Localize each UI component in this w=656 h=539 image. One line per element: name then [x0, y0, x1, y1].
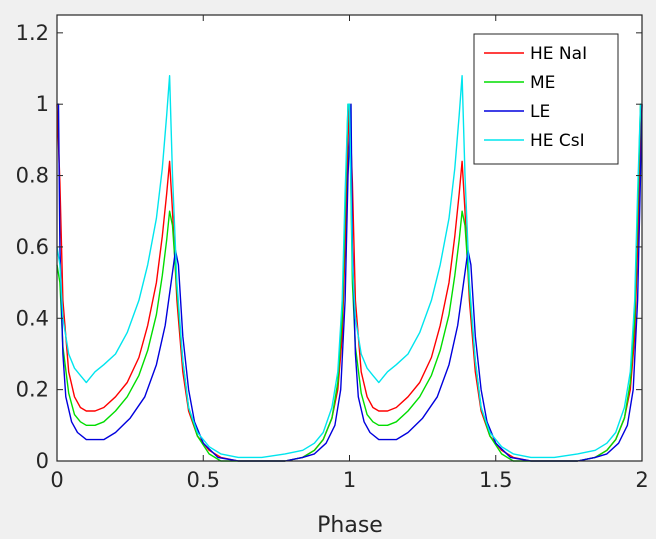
legend-box: [473, 33, 619, 165]
x-tick-label: 0: [50, 468, 63, 492]
y-tick-label: 0: [36, 449, 49, 473]
y-axis: 0 0.2 0.4 0.6 0.8 1 1.2: [16, 21, 642, 473]
x-tick-label: 1.5: [479, 468, 512, 492]
x-tick-label: 1: [343, 468, 356, 492]
series-layer: [56, 75, 643, 462]
legend-label: HE NaI: [530, 44, 587, 64]
x-tick-label: 0.5: [187, 468, 220, 492]
y-tick-label: 0.4: [16, 306, 49, 330]
x-axis: 0 0.5 1 1.5 2: [50, 15, 649, 492]
legend-entries: HE NaI ME LE HE CsI: [484, 44, 587, 151]
y-tick-label: 0.8: [16, 164, 49, 188]
y-tick-label: 1.2: [16, 21, 49, 45]
x-tick-label: 2: [635, 468, 648, 492]
y-tick-label: 0.2: [16, 378, 49, 402]
legend-label: ME: [530, 73, 555, 93]
legend-label: HE CsI: [530, 131, 585, 151]
legend-label: LE: [530, 102, 550, 122]
y-tick-label: 0.6: [16, 235, 49, 259]
legend: HE NaI ME LE HE CsI: [473, 33, 619, 165]
y-tick-label: 1: [36, 92, 49, 116]
series-line-he-csi: [56, 75, 642, 459]
x-axis-label: Phase: [317, 513, 383, 538]
